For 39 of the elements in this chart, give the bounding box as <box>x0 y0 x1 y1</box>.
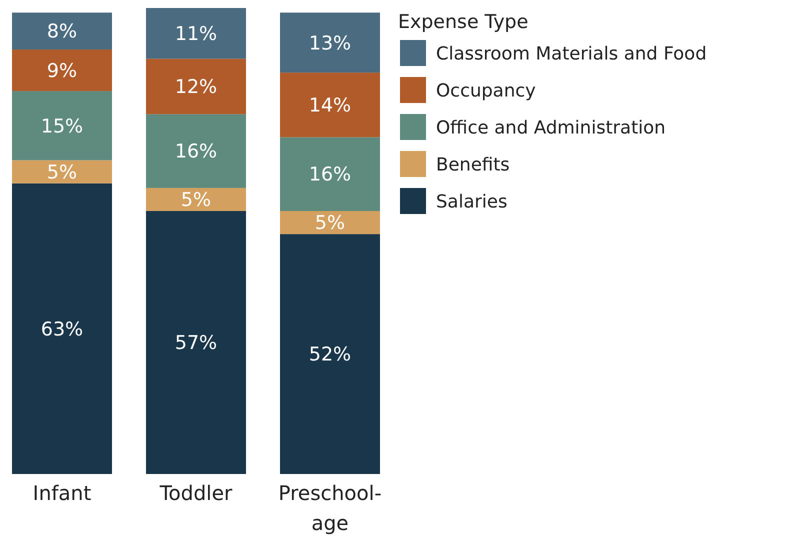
legend-label: Salaries <box>436 191 508 212</box>
bar <box>280 234 380 474</box>
bar <box>280 72 380 138</box>
data-label: 12% <box>174 76 218 98</box>
data-label: 5% <box>46 161 78 184</box>
legend-label: Occupancy <box>436 80 536 102</box>
legend-label: Office and Administration <box>436 117 666 138</box>
data-label: 52% <box>308 344 352 366</box>
bar <box>280 211 380 234</box>
x-tick-label: Infant <box>32 481 92 505</box>
data-label: 5% <box>180 189 212 212</box>
bar <box>146 8 246 59</box>
legend-title: Expense Type <box>398 11 528 33</box>
data-label: 57% <box>174 332 218 354</box>
bar <box>12 183 112 474</box>
data-label: 15% <box>40 115 84 138</box>
data-label: 63% <box>40 318 84 340</box>
bar <box>146 211 246 474</box>
data-label: 11% <box>174 23 218 46</box>
data-label: 8% <box>46 20 78 43</box>
data-label: 9% <box>46 60 78 82</box>
bar <box>146 58 246 114</box>
x-tick-label: Preschool-age <box>278 481 382 535</box>
legend-label: Classroom Materials and Food <box>436 43 707 64</box>
data-label: 13% <box>308 32 352 54</box>
bar <box>146 188 246 212</box>
legend-label: Benefits <box>436 154 510 176</box>
data-label: 16% <box>308 164 352 186</box>
bar <box>146 114 246 188</box>
bar <box>280 12 380 73</box>
bar <box>12 160 112 184</box>
data-label: 16% <box>174 140 218 163</box>
data-label: 14% <box>308 94 352 117</box>
bar <box>12 91 112 160</box>
bar <box>280 137 380 212</box>
bar <box>12 12 112 50</box>
x-tick-label: Toddler <box>158 481 234 505</box>
data-label: 5% <box>314 212 346 234</box>
bar <box>12 50 112 92</box>
